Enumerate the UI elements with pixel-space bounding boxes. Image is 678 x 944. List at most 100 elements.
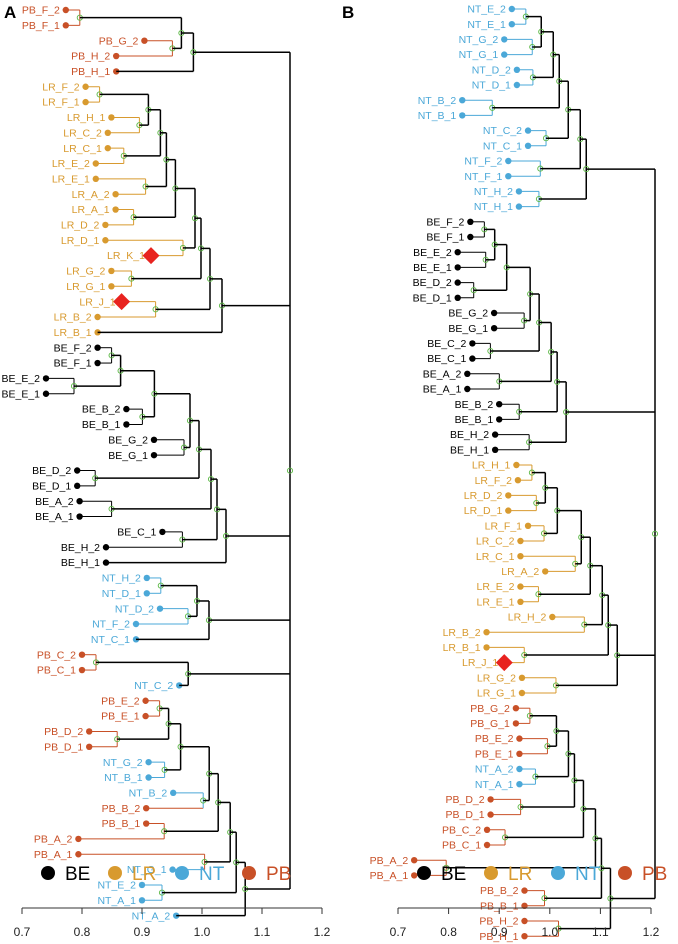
root-node-marker bbox=[651, 530, 659, 537]
tip-dot-be-a-2 bbox=[76, 498, 83, 505]
tip-label-pb-d-2: PB_D_2 bbox=[44, 726, 83, 738]
tip-dot-lr-c-2 bbox=[104, 129, 112, 136]
tip-label-be-e-2: BE_E_2 bbox=[1, 373, 40, 385]
tip-dot-nt-f-2 bbox=[132, 620, 140, 628]
tip-label-pb-a-2: PB_A_2 bbox=[370, 855, 409, 867]
axis-tick-label: 0.9 bbox=[134, 925, 151, 939]
tip-dot-be-g-2 bbox=[490, 309, 498, 317]
tip-label-be-g-2: BE_G_2 bbox=[448, 308, 488, 320]
tip-dot-be-g-2 bbox=[150, 436, 158, 443]
tip-dot-lr-c-1 bbox=[517, 553, 524, 560]
tip-dot-nt-f-1 bbox=[505, 173, 512, 180]
tip-label-nt-g-1: NT_G_1 bbox=[459, 49, 499, 61]
tip-label-pb-d-2: PB_D_2 bbox=[445, 794, 484, 806]
tip-dot-nt-a-1 bbox=[516, 781, 523, 788]
tip-dot-nt-e-1 bbox=[508, 21, 516, 28]
tip-label-be-d-2: BE_D_2 bbox=[413, 277, 452, 289]
tip-label-lr-h-2: LR_H_2 bbox=[508, 612, 547, 624]
tip-label-nt-d-2: NT_D_2 bbox=[115, 603, 154, 615]
tip-dot-lr-f-2 bbox=[514, 477, 522, 484]
tip-dot-be-g-1 bbox=[490, 325, 498, 332]
tip-label-nt-g-2: NT_G_2 bbox=[103, 757, 143, 769]
tip-label-be-c-1: BE_C_1 bbox=[427, 353, 466, 365]
legend-dot-be bbox=[41, 866, 55, 880]
tip-dot-pb-b-1 bbox=[521, 902, 528, 909]
tip-label-lr-j-1: LR_J_1 bbox=[462, 657, 498, 669]
legend-dot-nt bbox=[551, 866, 565, 880]
tip-label-nt-c-2: NT_C_2 bbox=[483, 125, 522, 137]
tip-dot-lr-g-2 bbox=[108, 267, 115, 275]
panel-letter-a: A bbox=[4, 3, 16, 22]
tip-dot-lr-a-1 bbox=[112, 206, 119, 213]
axis-panel-a: 0.7 0.8 0.9 1.0 1.1 1.2 bbox=[14, 907, 331, 939]
tip-label-nt-f-2: NT_F_2 bbox=[464, 156, 502, 168]
tip-label-lr-f-1: LR_F_1 bbox=[485, 520, 523, 532]
tip-label-pb-a-2: PB_A_2 bbox=[34, 834, 73, 846]
tip-dot-pb-e-1 bbox=[516, 750, 523, 757]
tip-dot-pb-g-2 bbox=[141, 37, 148, 44]
tip-dot-lr-g-1 bbox=[518, 689, 526, 697]
tip-dot-lr-b-2 bbox=[483, 629, 490, 636]
legend-label-lr: LR bbox=[508, 864, 532, 885]
tip-label-lr-d-1: LR_D_1 bbox=[61, 235, 100, 247]
tip-dot-nt-g-1 bbox=[501, 51, 508, 58]
tip-dot-pb-c-1 bbox=[483, 841, 491, 849]
tip-label-be-a-2: BE_A_2 bbox=[35, 496, 74, 508]
tip-dot-nt-f-2 bbox=[505, 157, 512, 165]
legend-label-nt: NT bbox=[199, 864, 225, 885]
tip-dot-lr-e-2 bbox=[92, 160, 100, 167]
tip-label-lr-a-1: LR_A_1 bbox=[72, 204, 110, 216]
tip-label-lr-e-2: LR_E_2 bbox=[476, 581, 514, 593]
tip-label-nt-e-2: NT_E_2 bbox=[467, 4, 506, 16]
tip-dot-nt-d-1 bbox=[143, 590, 150, 597]
tip-label-be-f-2: BE_F_2 bbox=[426, 216, 464, 228]
tip-dot-pb-a-1 bbox=[75, 851, 82, 858]
axis-panel-b: 0.7 0.8 0.9 1.0 1.1 1.2 bbox=[390, 907, 660, 939]
legend-dot-be bbox=[417, 866, 431, 880]
tip-label-be-h-2: BE_H_2 bbox=[61, 542, 100, 554]
tip-label-nt-e-1: NT_E_1 bbox=[467, 19, 506, 31]
tip-label-be-b-2: BE_B_2 bbox=[82, 404, 121, 416]
tip-dot-be-d-2 bbox=[74, 467, 81, 474]
tip-dot-pb-d-1 bbox=[86, 743, 93, 750]
tip-dot-pb-h-2 bbox=[521, 917, 528, 925]
tip-label-be-h-1: BE_H_1 bbox=[450, 444, 489, 456]
tip-label-lr-e-1: LR_E_1 bbox=[52, 173, 90, 185]
tip-label-nt-a-2: NT_A_2 bbox=[132, 910, 171, 922]
tip-dot-be-b-1 bbox=[496, 416, 503, 423]
tip-label-be-g-1: BE_G_1 bbox=[108, 450, 148, 462]
panel-letter-b: B bbox=[342, 3, 354, 22]
tip-label-pb-h-2: PB_H_2 bbox=[479, 916, 518, 928]
tip-label-be-h-1: BE_H_1 bbox=[61, 557, 100, 569]
tip-dot-be-d-1 bbox=[74, 482, 81, 490]
tip-label-be-e-2: BE_E_2 bbox=[413, 247, 452, 259]
tip-dot-nt-d-2 bbox=[513, 66, 521, 74]
tip-dot-nt-g-2 bbox=[145, 758, 152, 766]
tip-dot-be-c-2 bbox=[469, 340, 476, 347]
tip-label-pb-e-2: PB_E_2 bbox=[101, 695, 140, 707]
axis-tick-label: 0.8 bbox=[74, 925, 91, 939]
tip-label-nt-g-2: NT_G_2 bbox=[459, 34, 499, 46]
tip-dot-lr-g-1 bbox=[108, 283, 115, 290]
tip-label-pb-c-2: PB_C_2 bbox=[442, 824, 481, 836]
axis-tick-label: 1.2 bbox=[643, 925, 660, 939]
tip-label-pb-a-1: PB_A_1 bbox=[370, 870, 409, 882]
tip-dot-be-h-2 bbox=[102, 544, 110, 551]
tip-dot-pb-g-1 bbox=[512, 720, 520, 727]
tip-dot-nt-c-1 bbox=[524, 142, 532, 149]
tip-dot-be-c-1 bbox=[159, 528, 166, 536]
tip-dot-lr-e-1 bbox=[92, 175, 100, 183]
highlight-diamond-lr-j-1 bbox=[113, 293, 131, 311]
tip-dot-nt-b-1 bbox=[145, 774, 152, 781]
tip-label-pb-e-2: PB_E_2 bbox=[475, 733, 514, 745]
tip-label-pb-b-1: PB_B_1 bbox=[102, 818, 141, 830]
tip-label-lr-h-1: LR_H_1 bbox=[472, 460, 511, 472]
tip-label-lr-c-1: LR_C_1 bbox=[63, 143, 102, 155]
tip-label-pb-d-1: PB_D_1 bbox=[445, 809, 484, 821]
tip-label-nt-a-2: NT_A_2 bbox=[475, 764, 514, 776]
axis-tick-label: 1.0 bbox=[194, 925, 211, 939]
tip-label-be-b-1: BE_B_1 bbox=[82, 419, 121, 431]
tip-label-be-g-1: BE_G_1 bbox=[448, 323, 488, 335]
tip-label-lr-f-2: LR_F_2 bbox=[475, 475, 513, 487]
tip-dot-lr-h-1 bbox=[108, 114, 115, 121]
